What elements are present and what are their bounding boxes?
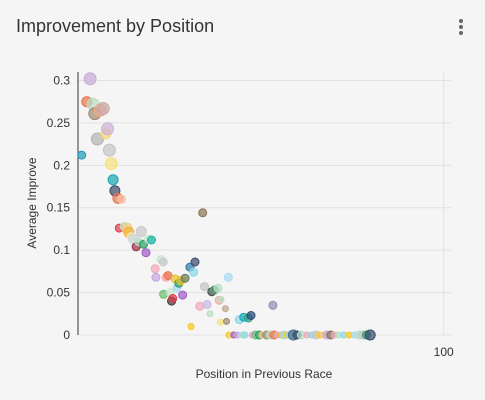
scatter-point[interactable] [223, 317, 230, 325]
y-tick-labels: 0 0.05 0.1 0.15 0.2 0.25 0.3 [47, 73, 71, 342]
scatter-point[interactable] [178, 290, 188, 300]
x-axis-title: Position in Previous Race [196, 367, 333, 381]
scatter-point[interactable] [107, 174, 119, 186]
scatter-point[interactable] [135, 226, 147, 237]
scatter-point[interactable] [189, 267, 199, 277]
grid-lines [78, 72, 451, 336]
scatter-point[interactable] [101, 122, 115, 136]
card-title: Improvement by Position [16, 16, 215, 36]
scatter-point[interactable] [195, 301, 205, 311]
scatter-point[interactable] [168, 294, 178, 303]
y-tick-label: 0.05 [47, 286, 71, 300]
scatter-point[interactable] [241, 331, 249, 339]
scatter-point[interactable] [223, 272, 233, 282]
y-tick-label: 0 [63, 328, 70, 342]
scatter-point[interactable] [117, 194, 126, 204]
scatter-point[interactable] [141, 248, 151, 258]
x-tick-labels: 100 [434, 345, 454, 359]
scatter-point[interactable] [90, 132, 104, 146]
scatter-point[interactable] [200, 282, 209, 292]
scatter-point[interactable] [163, 271, 173, 281]
scatter-point[interactable] [268, 300, 278, 310]
scatter-point[interactable] [96, 102, 110, 115]
scatter-point[interactable] [364, 329, 376, 341]
y-tick-label: 0.3 [53, 73, 70, 87]
scatter-point[interactable] [151, 272, 161, 282]
scatter-point[interactable] [158, 257, 168, 267]
scatter-point[interactable] [150, 264, 160, 274]
scatter-point[interactable] [187, 323, 195, 330]
scatter-point[interactable] [104, 157, 118, 171]
y-tick-label: 0.25 [47, 116, 71, 130]
scatter-point[interactable] [198, 208, 208, 218]
x-tick-label: 100 [434, 345, 454, 359]
y-axis-title: Average Improve [25, 157, 39, 248]
data-points [77, 72, 376, 341]
scatter-point[interactable] [206, 310, 214, 318]
scatter-point[interactable] [221, 305, 229, 313]
scatter-point[interactable] [190, 257, 200, 267]
scatter-point[interactable] [83, 72, 97, 86]
scatter-point[interactable] [180, 273, 190, 283]
y-tick-label: 0.15 [47, 201, 71, 215]
scatter-point[interactable] [213, 283, 223, 293]
more-vert-icon[interactable] [452, 16, 470, 38]
scatter-point[interactable] [246, 311, 256, 320]
scatter-point[interactable] [217, 295, 225, 303]
scatter-point[interactable] [202, 300, 212, 309]
scatter-point[interactable] [216, 318, 224, 326]
y-tick-label: 0.1 [53, 243, 70, 257]
scatter-point[interactable] [147, 235, 156, 245]
y-tick-label: 0.2 [53, 158, 70, 172]
scatter-point[interactable] [77, 150, 87, 160]
scatter-point[interactable] [102, 143, 116, 157]
